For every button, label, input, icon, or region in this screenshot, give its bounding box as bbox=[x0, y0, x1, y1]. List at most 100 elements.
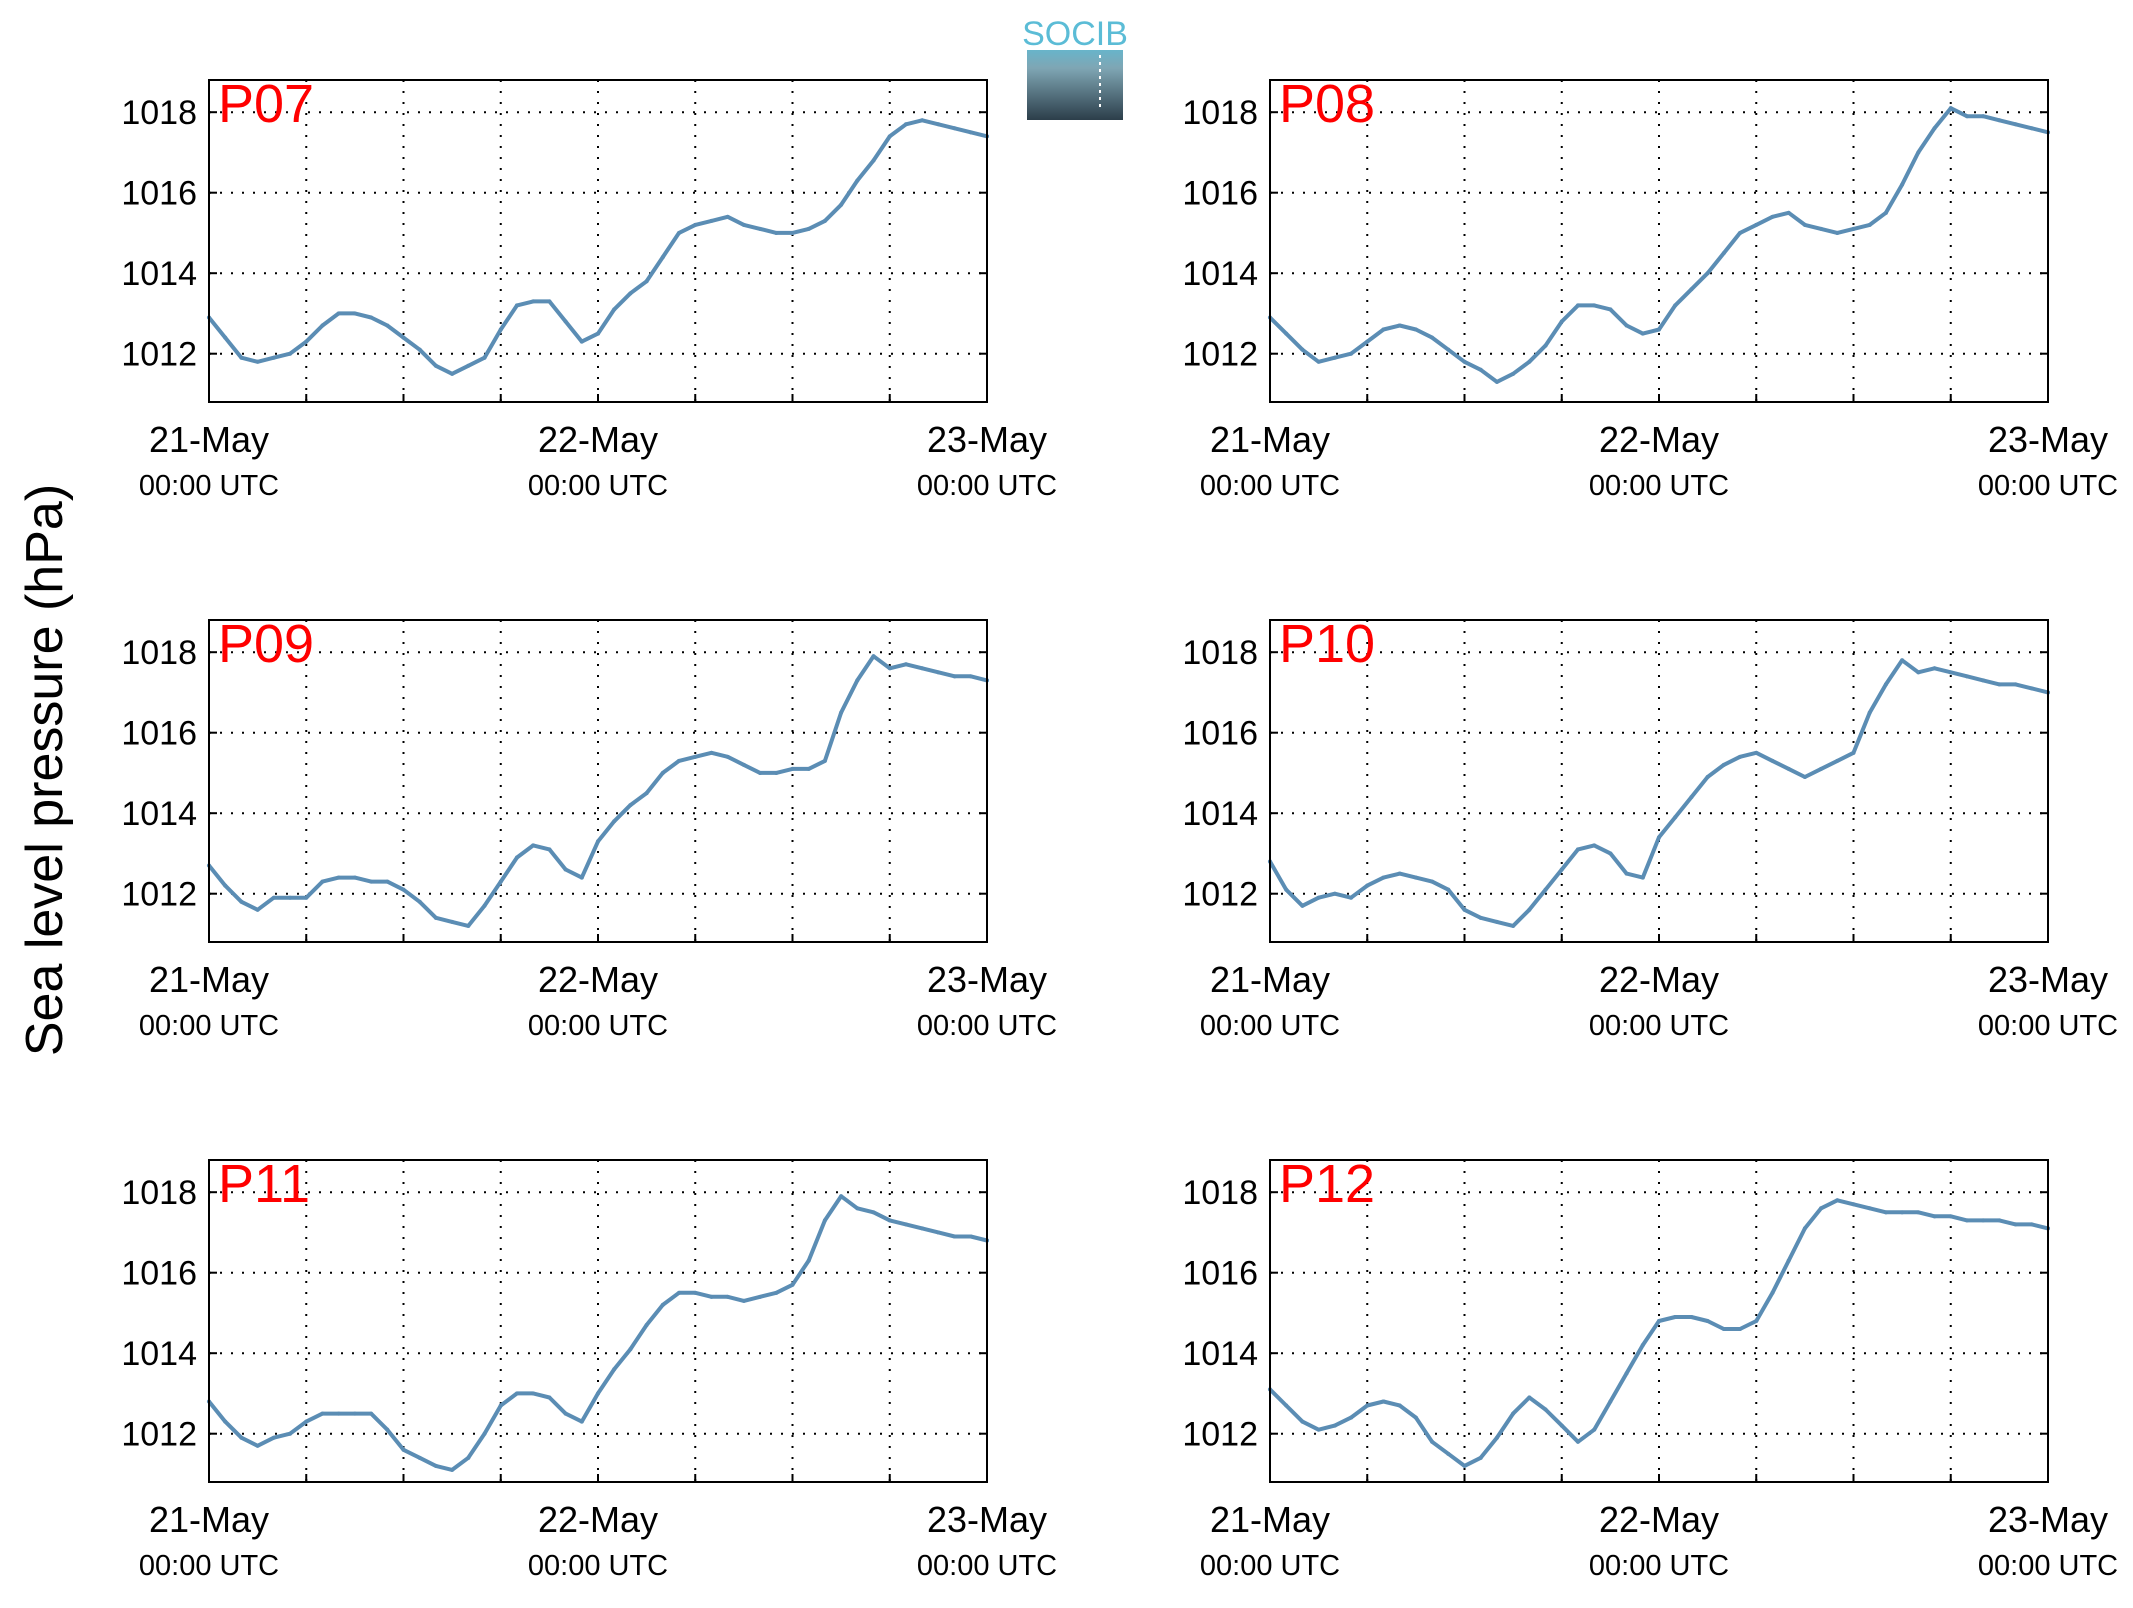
data-point bbox=[709, 218, 714, 223]
panel-label: P07 bbox=[218, 74, 314, 134]
x-tick-sublabel: 00:00 UTC bbox=[1200, 470, 1340, 502]
data-point bbox=[450, 919, 455, 924]
data-point bbox=[417, 347, 422, 352]
data-point bbox=[1316, 1427, 1321, 1432]
data-point bbox=[725, 754, 730, 759]
data-point bbox=[1770, 214, 1775, 219]
x-tick-sublabel: 00:00 UTC bbox=[917, 470, 1057, 502]
data-point bbox=[1284, 331, 1289, 336]
data-point bbox=[336, 1411, 341, 1416]
data-point bbox=[1559, 1423, 1564, 1428]
data-point bbox=[903, 122, 908, 127]
data-point bbox=[1835, 758, 1840, 763]
data-point bbox=[385, 1427, 390, 1432]
x-tick-sublabel: 00:00 UTC bbox=[1589, 1010, 1729, 1042]
data-point bbox=[1851, 226, 1856, 231]
x-tick-sublabel: 00:00 UTC bbox=[139, 1550, 279, 1582]
data-point bbox=[1673, 303, 1678, 308]
x-tick-label: 21-May bbox=[149, 1499, 269, 1540]
data-point bbox=[1738, 1327, 1743, 1332]
data-point bbox=[433, 915, 438, 920]
data-point bbox=[1381, 1399, 1386, 1404]
data-point bbox=[774, 230, 779, 235]
data-point bbox=[401, 1447, 406, 1452]
data-point bbox=[482, 903, 487, 908]
socib-logo-mark bbox=[1027, 40, 1123, 120]
y-tick-label: 1014 bbox=[1182, 795, 1258, 833]
data-point bbox=[1462, 907, 1467, 912]
data-point bbox=[223, 335, 228, 340]
x-tick-sublabel: 00:00 UTC bbox=[528, 470, 668, 502]
data-point bbox=[1997, 118, 2002, 123]
data-point bbox=[1624, 323, 1629, 328]
data-point bbox=[968, 674, 973, 679]
data-point bbox=[871, 158, 876, 163]
data-point bbox=[660, 770, 665, 775]
data-point bbox=[693, 1290, 698, 1295]
data-point bbox=[1819, 226, 1824, 231]
data-point bbox=[1543, 887, 1548, 892]
data-point bbox=[514, 855, 519, 860]
x-tick-sublabel: 00:00 UTC bbox=[139, 470, 279, 502]
data-point bbox=[417, 1455, 422, 1460]
data-point bbox=[628, 803, 633, 808]
data-point bbox=[531, 299, 536, 304]
plot-frame bbox=[208, 619, 988, 943]
data-point bbox=[385, 323, 390, 328]
data-point bbox=[2013, 682, 2018, 687]
data-point bbox=[1413, 327, 1418, 332]
data-point bbox=[482, 1431, 487, 1436]
data-point bbox=[952, 674, 957, 679]
data-point bbox=[1689, 795, 1694, 800]
panel-p10: 1012 1014 1016 1018 P10 21-May 00:00 UTC 22-May… bbox=[1182, 614, 2118, 1042]
data-point bbox=[709, 1294, 714, 1299]
data-point bbox=[304, 339, 309, 344]
y-tick-label: 1018 bbox=[121, 1174, 197, 1212]
data-point bbox=[1997, 1218, 2002, 1223]
data-point bbox=[887, 666, 892, 671]
data-point bbox=[628, 291, 633, 296]
data-point bbox=[839, 710, 844, 715]
data-point bbox=[547, 299, 552, 304]
data-point bbox=[1478, 915, 1483, 920]
data-point bbox=[1754, 222, 1759, 227]
data-point bbox=[336, 311, 341, 316]
x-tick-label: 21-May bbox=[149, 419, 269, 460]
data-point bbox=[1948, 106, 1953, 111]
data-point bbox=[1657, 1319, 1661, 1323]
data-point bbox=[1478, 1455, 1483, 1460]
x-tick-label: 23-May bbox=[1988, 419, 2108, 460]
data-point bbox=[1511, 371, 1516, 376]
data-point bbox=[774, 1290, 779, 1295]
data-point bbox=[644, 1323, 649, 1328]
socib-logo: SOCIB bbox=[1020, 15, 1130, 120]
y-tick-label: 1012 bbox=[121, 1416, 197, 1454]
panel-label: P09 bbox=[218, 614, 314, 674]
data-point bbox=[952, 126, 957, 131]
data-point bbox=[1575, 303, 1580, 308]
data-point bbox=[920, 666, 925, 671]
data-point bbox=[1349, 1415, 1354, 1420]
data-point bbox=[255, 907, 260, 912]
data-point bbox=[822, 218, 827, 223]
data-point bbox=[1413, 1415, 1418, 1420]
y-tick-label: 1014 bbox=[121, 795, 197, 833]
x-tick-sublabel: 00:00 UTC bbox=[1589, 1550, 1729, 1582]
data-point bbox=[1916, 1210, 1921, 1215]
data-point bbox=[790, 766, 795, 771]
data-point bbox=[563, 867, 568, 872]
data-point bbox=[920, 118, 925, 123]
y-tick-label: 1012 bbox=[1182, 876, 1258, 914]
data-point bbox=[1883, 1210, 1888, 1215]
data-point bbox=[1575, 847, 1580, 852]
data-point bbox=[1964, 1218, 1969, 1223]
data-point bbox=[1802, 1226, 1807, 1231]
data-point bbox=[271, 355, 276, 360]
data-point bbox=[1786, 1258, 1791, 1263]
data-point bbox=[628, 1347, 633, 1352]
data-point bbox=[1900, 658, 1905, 663]
data-point bbox=[709, 750, 714, 755]
panel-label: P12 bbox=[1279, 1154, 1375, 1214]
data-point bbox=[855, 1206, 860, 1211]
